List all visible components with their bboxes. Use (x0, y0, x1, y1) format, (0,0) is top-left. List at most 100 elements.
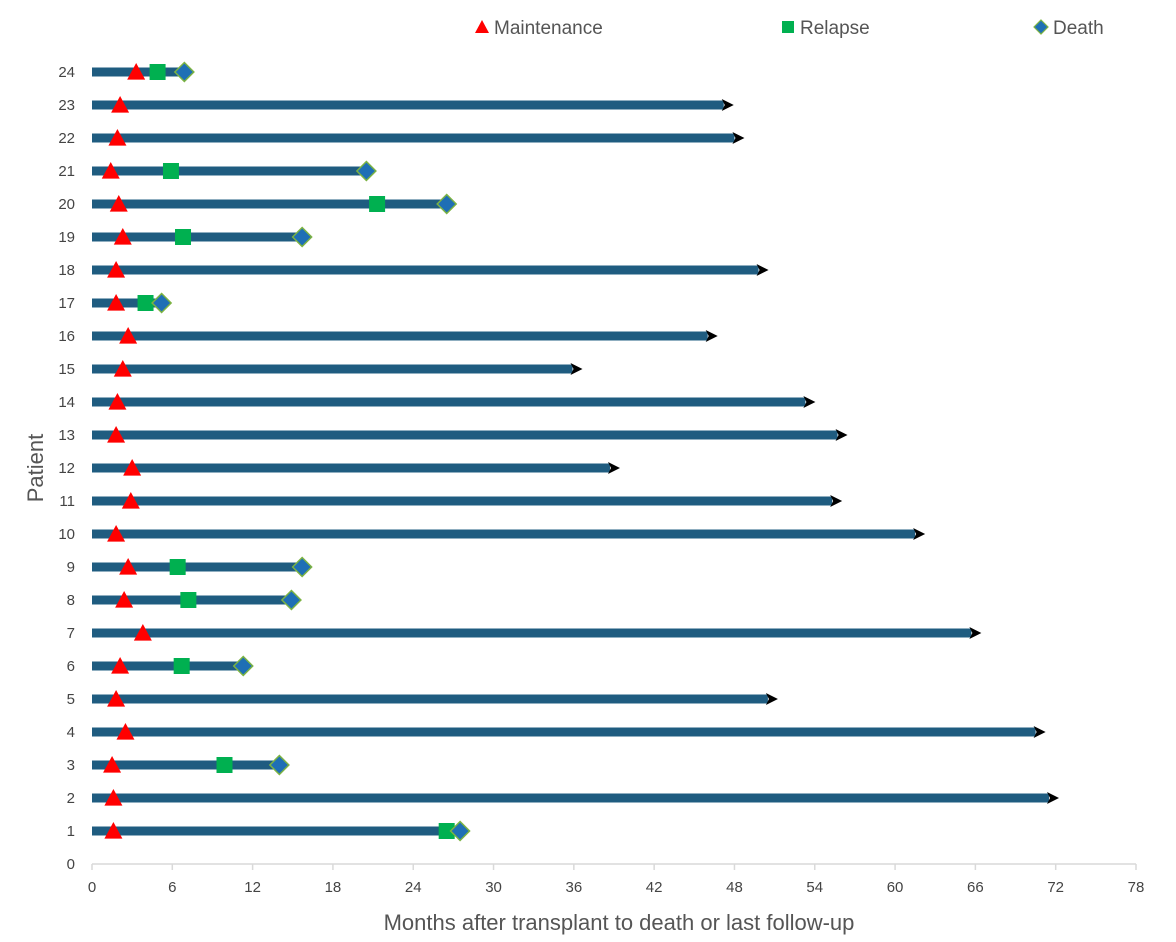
death-marker (355, 160, 377, 182)
patient-bar-21 (92, 166, 367, 176)
death-marker (151, 292, 173, 314)
y-tick-label: 24 (58, 64, 75, 81)
patient-bar-20 (92, 199, 447, 209)
y-tick-label: 16 (58, 328, 75, 345)
legend-death-icon (1033, 19, 1049, 35)
maintenance-marker (113, 228, 132, 245)
y-tick-label: 1 (67, 823, 75, 840)
x-tick-label: 48 (726, 879, 743, 896)
y-tick-label: 17 (58, 295, 75, 312)
maintenance-marker (108, 129, 127, 146)
ongoing-arrow (835, 429, 848, 441)
ongoing-arrow (721, 99, 734, 111)
maintenance-marker (121, 492, 140, 509)
maintenance-marker (119, 558, 138, 575)
y-tick-label: 2 (67, 790, 75, 807)
relapse-marker (173, 658, 190, 674)
x-tick-label: 54 (806, 879, 823, 896)
y-tick-label: 12 (58, 460, 75, 477)
y-tick-label: 9 (67, 559, 75, 576)
relapse-marker (162, 163, 179, 179)
x-axis-title: Months after transplant to death or last… (384, 910, 855, 935)
maintenance-marker (123, 459, 142, 476)
legend-label: Maintenance (494, 18, 603, 39)
ongoing-arrow (570, 363, 583, 375)
patient-bar-9 (92, 562, 303, 572)
patient-bar-7 (92, 628, 972, 638)
death-marker (449, 820, 471, 842)
patient-bar-22 (92, 133, 735, 143)
y-tick-label: 3 (67, 757, 75, 774)
maintenance-marker (109, 195, 128, 212)
ongoing-arrow (1047, 792, 1059, 804)
legend-label: Relapse (800, 18, 870, 39)
ongoing-arrow (830, 495, 843, 507)
patient-bar-13 (92, 430, 838, 440)
y-tick-label: 14 (58, 394, 75, 411)
y-tick-label: 13 (58, 427, 75, 444)
relapse-marker (137, 295, 154, 311)
patient-bar-11 (92, 496, 833, 506)
patient-bar-15 (92, 364, 573, 374)
y-axis-title: Patient (23, 434, 48, 503)
legend: Maintenance Relapse Death (475, 18, 1104, 39)
death-marker (291, 226, 313, 248)
maintenance-marker (107, 525, 126, 542)
x-tick-label: 72 (1047, 879, 1064, 896)
death-marker (232, 655, 254, 677)
patient-bar-18 (92, 265, 759, 275)
y-tick-label: 0 (67, 856, 75, 873)
maintenance-marker (127, 63, 146, 80)
maintenance-marker (107, 690, 126, 707)
y-tick-label: 20 (58, 196, 75, 213)
ongoing-arrow (756, 264, 769, 276)
x-tick-label: 66 (967, 879, 984, 896)
y-tick-label: 5 (67, 691, 75, 708)
x-tick-label: 42 (646, 879, 663, 896)
maintenance-marker (103, 756, 122, 773)
ongoing-arrow (607, 462, 620, 474)
patient-bar-2 (92, 793, 1049, 803)
relapse-marker (438, 823, 455, 839)
ongoing-arrow (913, 528, 926, 540)
y-tick-label: 4 (67, 724, 75, 741)
relapse-marker (369, 196, 386, 212)
maintenance-marker (104, 789, 123, 806)
ongoing-arrow (969, 627, 982, 639)
patient-bar-5 (92, 694, 768, 704)
maintenance-marker (101, 162, 120, 179)
legend-relapse-icon (782, 21, 794, 33)
x-tick-label: 0 (88, 879, 96, 896)
patient-bar-6 (92, 661, 244, 671)
patient-bar-1 (92, 826, 461, 836)
patient-bar-17 (92, 298, 162, 308)
relapse-marker (180, 592, 197, 608)
y-tick-label: 18 (58, 262, 75, 279)
patient-bar-4 (92, 727, 1036, 737)
death-marker (268, 754, 290, 776)
ongoing-arrow (1033, 726, 1046, 738)
y-tick-label: 21 (58, 163, 75, 180)
x-tick-label: 30 (485, 879, 502, 896)
patient-bar-12 (92, 463, 610, 473)
x-tick-label: 60 (887, 879, 904, 896)
maintenance-marker (107, 261, 126, 278)
maintenance-marker (107, 426, 126, 443)
y-tick-label: 10 (58, 526, 75, 543)
ongoing-arrow (732, 132, 745, 144)
x-tick-label: 6 (168, 879, 176, 896)
relapse-marker (175, 229, 192, 245)
x-tick-label: 12 (244, 879, 261, 896)
relapse-marker (216, 757, 233, 773)
death-marker (173, 61, 195, 83)
legend-label: Death (1053, 18, 1104, 39)
y-tick-label: 23 (58, 97, 75, 114)
x-axis-ticks: 0 6 12 18 24 30 36 42 48 54 60 66 72 78 (88, 864, 1144, 896)
patient-bar-14 (92, 397, 806, 407)
patient-bar-16 (92, 331, 708, 341)
y-tick-label: 15 (58, 361, 75, 378)
legend-maintenance-icon (475, 20, 489, 33)
patient-bar-3 (92, 760, 280, 770)
maintenance-marker (113, 360, 132, 377)
